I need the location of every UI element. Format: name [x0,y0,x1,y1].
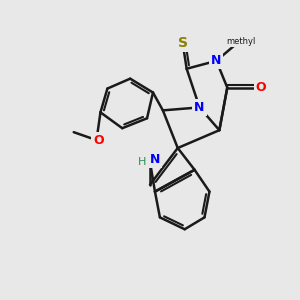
Text: N: N [211,54,222,67]
Text: N: N [194,101,205,114]
Text: H: H [138,157,146,167]
Text: O: O [93,134,104,147]
Text: O: O [256,81,266,94]
Text: N: N [150,153,160,167]
Text: S: S [178,36,188,50]
Text: methyl: methyl [226,37,256,46]
